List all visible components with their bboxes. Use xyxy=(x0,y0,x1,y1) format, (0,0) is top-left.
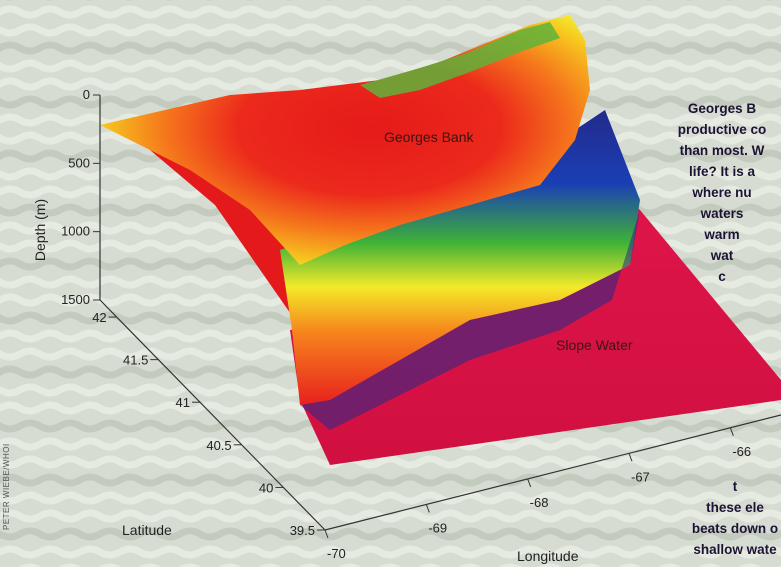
wave-stripe xyxy=(0,473,781,487)
photo-credit: PETER WIEBE/WHOI xyxy=(2,443,11,530)
z-axis-tick-label: 1000 xyxy=(61,224,90,239)
x-axis-tick-label: -69 xyxy=(428,520,447,535)
x-axis-tick-mark xyxy=(425,504,430,513)
plot-axes: 0 500 1000 1500 39.5 40 40.5 41 41.5 42 -70 -69 -6… xyxy=(61,87,781,561)
side-text-line: life? It is a xyxy=(688,164,756,179)
slope-water-label: Slope Water xyxy=(556,337,633,353)
side-text-line: than most. W xyxy=(679,143,765,158)
side-text-line: warm xyxy=(704,227,740,242)
wave-stripe xyxy=(0,491,781,505)
side-text-line: shallow wate xyxy=(693,542,777,557)
side-text-line: these ele xyxy=(706,500,764,515)
wave-stripe xyxy=(0,41,781,55)
shelf-break-region xyxy=(280,110,640,405)
side-text-line: c xyxy=(718,269,726,284)
x-axis-line xyxy=(324,414,781,531)
y-axis-line xyxy=(99,299,326,531)
x-axis-title: Longitude xyxy=(517,548,579,564)
georges-bank-plateau xyxy=(100,15,590,265)
x-axis-tick-mark xyxy=(628,453,633,462)
y-axis-tick-label: 40.5 xyxy=(206,438,231,453)
wave-stripe xyxy=(0,455,781,469)
wave-stripe xyxy=(0,5,781,19)
wave-stripe xyxy=(0,527,781,541)
x-axis-tick-label: -66 xyxy=(732,444,751,459)
depth-surface xyxy=(100,15,781,465)
side-text-line: t xyxy=(732,479,738,494)
z-axis-tick-label: 0 xyxy=(83,87,90,102)
side-text-line: waters xyxy=(700,206,744,221)
wave-stripe xyxy=(0,59,781,73)
z-axis-tick-label: 500 xyxy=(68,155,90,170)
y-axis-tick-label: 42 xyxy=(92,310,106,325)
northern-ridge xyxy=(360,22,560,98)
wave-stripe xyxy=(0,509,781,523)
z-axis-title: Depth (m) xyxy=(32,199,48,261)
wave-stripe xyxy=(0,545,781,559)
x-axis-tick-label: -68 xyxy=(530,495,549,510)
y-axis-tick-label: 41.5 xyxy=(123,353,148,368)
side-text-line: productive co xyxy=(677,122,767,137)
y-axis-tick-label: 39.5 xyxy=(290,523,315,538)
x-axis-tick-label: -67 xyxy=(631,469,650,484)
z-axis-tick-label: 1500 xyxy=(61,292,90,307)
x-axis-tick-mark xyxy=(729,427,734,436)
x-axis-tick-mark xyxy=(324,529,329,539)
y-axis-tick-label: 40 xyxy=(259,480,273,495)
georges-bank-label: Georges Bank xyxy=(384,129,474,145)
y-axis-tick-label: 41 xyxy=(176,395,190,410)
y-axis-title: Latitude xyxy=(122,522,172,538)
shelf-break-shadow xyxy=(300,210,640,430)
side-text-line: where nu xyxy=(692,185,752,200)
x-axis-tick-label: -70 xyxy=(327,546,346,561)
x-axis-tick-mark xyxy=(527,478,532,488)
side-text-line: Georges B xyxy=(687,101,757,116)
side-text-line: beats down o xyxy=(691,521,779,536)
side-text-top: Georges B productive co than most. W life? … xyxy=(652,98,781,287)
side-text-bottom: t these ele beats down o shallow wate xyxy=(665,476,781,560)
side-text-line: wat xyxy=(710,248,734,263)
wave-stripe xyxy=(0,23,781,37)
